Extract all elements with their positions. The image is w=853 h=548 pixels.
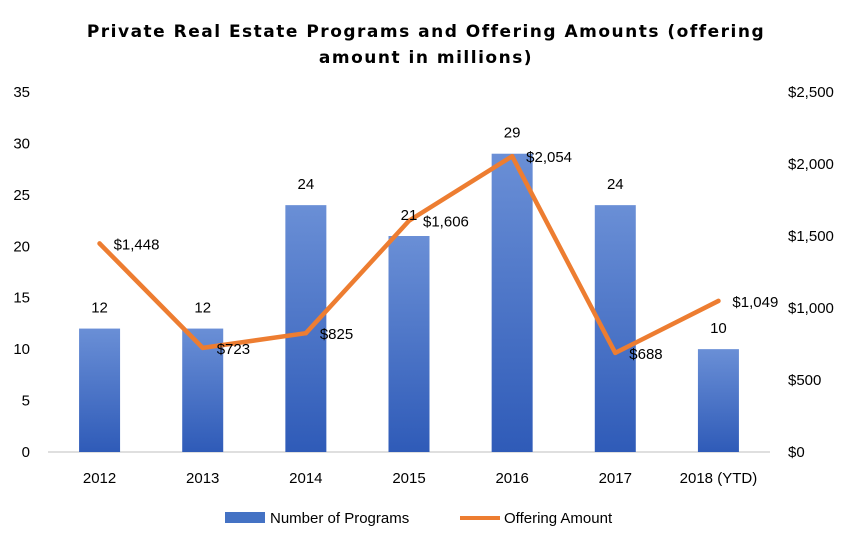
y-left-tick-label: 25	[13, 187, 30, 204]
legend-swatch-bars	[225, 512, 265, 523]
chart-title-line-2: amount in millions)	[319, 48, 533, 68]
bar-data-label: 12	[91, 300, 108, 317]
y-left-tick-label: 15	[13, 290, 30, 307]
y-right-tick-label: $500	[788, 372, 821, 389]
y-right-tick-label: $1,000	[788, 300, 834, 317]
line-point	[200, 345, 205, 351]
line-data-label: $825	[320, 326, 353, 343]
bar	[491, 153, 533, 452]
bar-data-label: 10	[710, 320, 727, 337]
line-point	[509, 154, 515, 159]
bar-data-label: 29	[504, 125, 521, 142]
chart-title-line-1: Private Real Estate Programs and Offerin…	[87, 22, 765, 42]
line-data-label: $688	[629, 346, 662, 363]
y-right-tick-label: $0	[788, 444, 805, 461]
bar	[388, 236, 430, 452]
line-point	[613, 350, 618, 356]
y-left-tick-label: 35	[13, 84, 30, 101]
line-data-label: $723	[217, 341, 250, 358]
bar-data-label: 24	[298, 176, 315, 193]
y-left-tick-label: 20	[13, 238, 30, 255]
line-point	[716, 298, 721, 304]
x-tick-label: 2014	[289, 470, 322, 487]
y-left-tick-label: 5	[22, 393, 30, 410]
y-right-tick-label: $2,500	[788, 84, 834, 101]
line-point	[406, 218, 412, 223]
bar	[285, 205, 327, 452]
x-tick-label: 2015	[392, 470, 425, 487]
line-data-label: $1,049	[732, 294, 778, 311]
bar-data-label: 12	[194, 300, 211, 317]
y-left-tick-label: 30	[13, 135, 30, 152]
x-tick-label: 2017	[599, 470, 632, 487]
y-left-tick-label: 10	[13, 341, 30, 358]
y-right-tick-label: $1,500	[788, 228, 834, 245]
legend-label-bars: Number of Programs	[270, 510, 409, 527]
line-point	[303, 331, 309, 336]
y-right-tick-label: $2,000	[788, 156, 834, 173]
bar-data-label: 21	[401, 207, 418, 224]
line-data-label: $1,606	[423, 214, 469, 231]
line-point	[97, 241, 102, 246]
bar-data-label: 24	[607, 176, 624, 193]
y-left-tick-label: 0	[22, 444, 30, 461]
line-data-label: $2,054	[526, 149, 572, 166]
x-tick-label: 2012	[83, 470, 116, 487]
bar	[79, 328, 121, 452]
x-tick-label: 2016	[495, 470, 528, 487]
legend-label-line: Offering Amount	[504, 510, 613, 527]
x-tick-label: 2018 (YTD)	[680, 470, 758, 487]
line-data-label: $1,448	[114, 236, 160, 253]
bar	[697, 349, 739, 452]
x-tick-label: 2013	[186, 470, 219, 487]
